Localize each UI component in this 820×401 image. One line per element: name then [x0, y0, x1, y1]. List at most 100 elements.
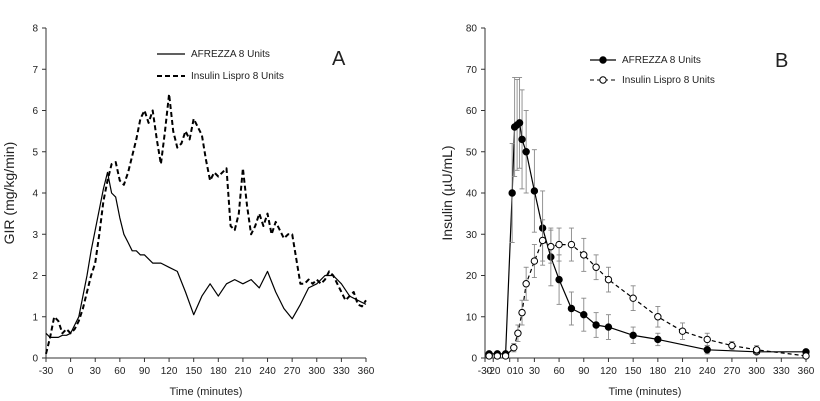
legend-b-lispro-label: Insulin Lispro 8 Units [622, 75, 715, 86]
panel-b-x-tick-label: 30 [529, 366, 541, 377]
panel-b-x-tick-label: 330 [773, 366, 790, 377]
panel-b-y-tick-label: 20 [466, 271, 478, 282]
panel-a-x-tick-label: 240 [259, 366, 276, 377]
panel-a-y-tick-label: 7 [32, 65, 38, 76]
panel-b-insulin-lispro-8-units-point [580, 251, 588, 259]
panel-b-insulin-lispro-8-units-point [510, 343, 518, 352]
panel-b-afrezza-8-units-point [508, 189, 516, 197]
panel-a-x-axis-label: Time (minutes) [170, 386, 243, 398]
panel-b-series-afrezza-8-units-line [489, 122, 806, 355]
panel-b-x-axis-label: Time (minutes) [609, 386, 682, 398]
panel-a-y-tick-label: 6 [32, 106, 38, 117]
panel-a-x-tick-label: 210 [235, 366, 252, 377]
panel-b-afrezza-8-units-point [629, 331, 637, 340]
panel-b-x-tick-label: 360 [798, 366, 815, 377]
panel-b-y-tick-label: 60 [466, 106, 478, 117]
panel-b-insulin-lispro-8-units-point [703, 335, 711, 344]
panel-b-afrezza-8-units-point [555, 275, 563, 284]
panel-b-afrezza-8-units-point [567, 304, 576, 313]
panel-b-y-axis-label: Insulin (µU/mL) [439, 145, 455, 240]
panel-a-series-insulin-lispro-8-units-line [45, 93, 367, 355]
panel-a-x-tick-label: 150 [185, 366, 202, 377]
panel-b-x-tick-label: 90 [578, 366, 590, 377]
panel-b-afrezza-8-units-point [703, 346, 711, 354]
panel-b-insulin-lispro-8-units-point [629, 294, 637, 302]
panel-b-afrezza-8-units-point [604, 323, 613, 331]
panel-b-insulin-lispro-8-units-point [752, 346, 761, 354]
panel-b-insulin-lispro-8-units-point [514, 329, 522, 337]
panel-b-x-tick-label: -30 [478, 366, 493, 377]
panel-b-y-tick-label: 40 [466, 189, 478, 200]
panel-b-y-tick-label: 30 [466, 230, 478, 241]
panel-a-x-tick-label: 180 [210, 366, 227, 377]
panel-a-x-tick-label: 0 [68, 366, 74, 377]
panel-b-insulin-lispro-8-units-point [592, 263, 600, 271]
panel-b-insulin-lispro-8-units-point [802, 352, 810, 360]
panel-b-insulin-lispro-8-units-point [728, 341, 736, 350]
panel-b-afrezza-8-units-point [522, 148, 530, 156]
panel-b-afrezza-8-units-point [592, 321, 600, 329]
legend-b-lispro-marker [599, 76, 607, 84]
panel-b-y-tick-label: 0 [471, 354, 477, 365]
panel-b-insulin-lispro-8-units-point [604, 275, 613, 284]
legend-b-afrezza-label: AFREZZA 8 Units [622, 55, 701, 66]
panel-b-x-tick-label: -20 [486, 366, 501, 377]
panel-a-x-tick-label: 30 [90, 366, 102, 377]
panel-b-insulin-lispro-8-units-point [654, 313, 662, 321]
panel-b-x-tick-label: 210 [674, 366, 691, 377]
panel-a-y-tick-label: 1 [32, 312, 38, 323]
legend-b-afrezza-marker [599, 56, 607, 64]
panel-b-y-tick-label: 50 [466, 147, 478, 158]
panel-a-x-tick-label: 90 [139, 366, 151, 377]
panel-b-y-tick-label: 80 [466, 24, 478, 35]
panel-b-legend: AFREZZA 8 Units Insulin Lispro 8 Units [590, 55, 715, 86]
panel-b-series-group [485, 77, 810, 360]
panel-b-x-tick-label: 120 [600, 366, 617, 377]
panel-b-insulin-lispro-8-units-point [522, 280, 530, 288]
panel-b-insulin-lispro-8-units-point [555, 240, 563, 249]
panel-b-afrezza-8-units-point [530, 187, 539, 195]
panel-a-x-tick-label: 60 [114, 366, 126, 377]
panel-a-x-tick-label: 300 [308, 366, 325, 377]
panel-a-y-tick-label: 0 [32, 354, 38, 365]
panel-b-x-tick-label: 10 [512, 366, 524, 377]
panel-b-x-tick-label: 150 [625, 366, 642, 377]
panel-a-y-tick-label: 3 [32, 230, 38, 241]
panel-b-insulin-lispro-8-units-point [518, 308, 526, 317]
panel-a-y-tick-label: 5 [32, 147, 38, 158]
panel-b-insulin-lispro-8-units-point [530, 257, 539, 265]
panel-b-x-tick-label: 240 [699, 366, 716, 377]
panel-b-x-tick-label: 270 [724, 366, 741, 377]
panel-a-y-tick-label: 4 [32, 189, 38, 200]
panel-a-y-tick-label: 2 [32, 271, 38, 282]
panel-b-x-tick-label: 0 [507, 366, 513, 377]
panel-b-afrezza-8-units-point [580, 310, 588, 319]
panel-b-insulin-lispro-8-units-point [538, 236, 547, 245]
panel-a-legend: AFREZZA 8 Units Insulin Lispro 8 Units [157, 49, 284, 82]
panel-b-x-tick-label: 180 [650, 366, 667, 377]
panel-a-x-tick-label: -30 [39, 366, 54, 377]
panel-b-insulin-lispro-8-units-point [678, 327, 687, 335]
panel-a-label: A [332, 48, 346, 70]
panel-b-afrezza-8-units-point [654, 335, 662, 344]
legend-a-afrezza-label: AFREZZA 8 Units [191, 49, 270, 60]
panel-b-insulin-lispro-8-units-point [547, 242, 555, 251]
panel-b-afrezza-8-units-point [518, 135, 526, 144]
panel-b-y-tick-label: 70 [466, 65, 478, 76]
panel-b-y-tick-label: 10 [466, 312, 478, 323]
panel-b-insulin-lispro-8-units-point [485, 352, 493, 360]
panel-b-x-tick-label: 60 [554, 366, 566, 377]
panel-b-label: B [775, 50, 788, 72]
panel-b-insulin-lispro-8-units-point [501, 352, 510, 360]
panel-a-x-tick-label: 330 [333, 366, 350, 377]
panel-a-x-tick-label: 360 [358, 366, 375, 377]
panel-b-series-insulin-lispro-8-units-line [489, 239, 807, 357]
legend-a-lispro-label: Insulin Lispro 8 Units [191, 71, 284, 82]
panel-a-y-tick-label: 8 [32, 24, 38, 35]
panel-b-insulin-lispro-8-units-point [493, 352, 502, 360]
